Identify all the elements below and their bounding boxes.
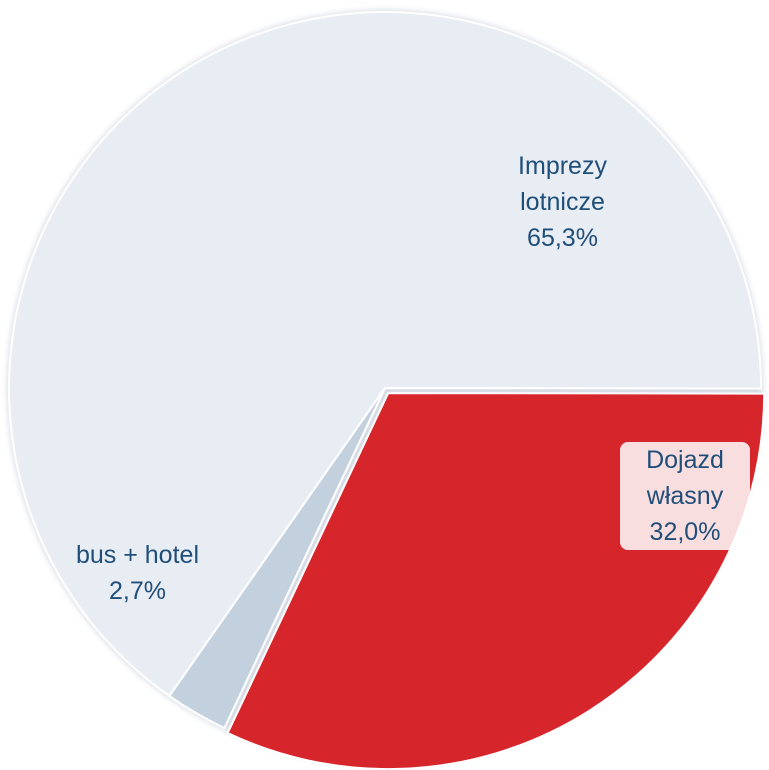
value-label: 65,3% xyxy=(490,220,635,256)
chart: Imprezy lotnicze65,3% Dojazd własny32,0% b… xyxy=(0,0,769,770)
category-label: bus + hotel xyxy=(40,537,235,573)
category-label: Dojazd własny xyxy=(620,442,750,514)
value-label: 32,0% xyxy=(620,514,750,550)
pie-chart xyxy=(0,0,769,770)
category-label: Imprezy lotnicze xyxy=(490,148,635,220)
value-label: 2,7% xyxy=(40,573,235,609)
